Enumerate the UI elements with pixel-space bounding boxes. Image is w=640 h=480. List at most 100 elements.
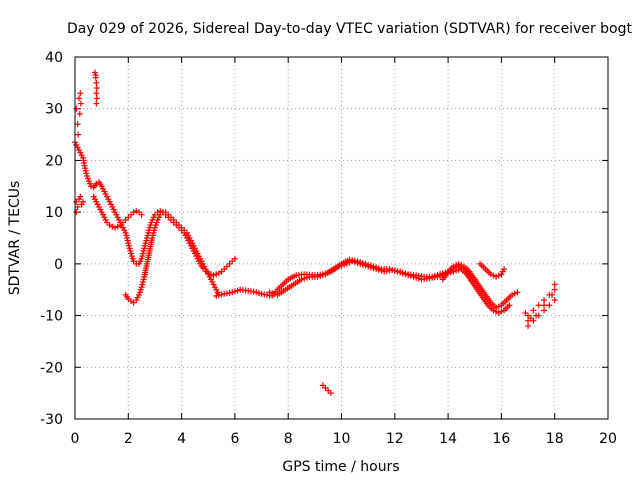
data-point	[218, 291, 225, 298]
data-point	[407, 272, 414, 279]
data-point	[93, 95, 100, 102]
data-point	[453, 267, 460, 274]
data-point	[303, 274, 310, 281]
x-tick-label: 10	[333, 431, 351, 447]
data-point	[533, 312, 540, 319]
x-tick-label: 6	[230, 431, 239, 447]
data-point	[493, 273, 500, 280]
data-point	[255, 290, 262, 297]
data-point	[74, 203, 81, 210]
data-point	[506, 302, 513, 309]
data-point	[386, 266, 393, 273]
data-point	[73, 105, 80, 112]
y-tick-labels: -30 -20 -10 0 10 20 30 40	[40, 50, 63, 428]
data-point	[511, 290, 518, 297]
data-point	[77, 90, 84, 97]
data-point	[76, 110, 83, 117]
x-tick-label: 14	[439, 431, 457, 447]
data-point	[357, 259, 364, 266]
data-point	[215, 292, 222, 299]
data-point	[73, 209, 80, 216]
y-tick-label: 10	[45, 205, 63, 221]
data-point	[397, 269, 404, 276]
data-points	[72, 69, 558, 397]
data-point	[74, 121, 81, 128]
data-point	[87, 183, 94, 190]
data-point	[450, 263, 457, 270]
data-point	[79, 198, 86, 205]
data-point	[546, 302, 553, 309]
data-point	[490, 307, 497, 314]
data-point	[109, 223, 116, 230]
data-point	[402, 271, 409, 278]
plot-frame	[74, 56, 609, 420]
data-point	[541, 307, 548, 314]
data-point	[458, 262, 465, 269]
data-point	[213, 271, 220, 278]
data-point	[93, 79, 100, 86]
data-point	[525, 322, 532, 329]
data-point	[327, 390, 334, 397]
data-point	[138, 211, 145, 218]
data-point	[75, 131, 82, 138]
data-point	[319, 272, 326, 279]
x-tick-label: 4	[177, 431, 186, 447]
data-point	[541, 297, 548, 304]
data-point	[501, 266, 508, 273]
chart-title: Day 029 of 2026, Sidereal Day-to-day VTE…	[67, 21, 633, 37]
data-point	[471, 276, 478, 283]
data-point	[437, 272, 444, 279]
y-tick-label: 40	[45, 50, 63, 66]
data-point	[522, 309, 529, 316]
y-tick-label: 30	[45, 102, 63, 118]
data-point	[527, 315, 534, 322]
data-point	[399, 270, 406, 277]
data-point	[210, 272, 217, 279]
data-point	[231, 255, 238, 262]
data-point	[298, 276, 305, 283]
data-point	[359, 259, 366, 266]
data-point	[75, 95, 82, 102]
data-point	[455, 260, 462, 267]
data-point	[498, 308, 505, 315]
data-point	[367, 262, 374, 269]
x-tick-labels: 0 2 4 6 8 10 12 14 16 18 20	[71, 431, 617, 447]
data-point	[354, 258, 361, 265]
data-point	[213, 292, 220, 299]
x-axis-label: GPS time / hours	[282, 459, 399, 475]
data-point	[495, 303, 502, 310]
data-point	[373, 264, 380, 271]
data-point	[551, 286, 558, 293]
data-point	[317, 272, 324, 279]
x-tick-label: 18	[546, 431, 564, 447]
data-point	[389, 266, 396, 273]
x-tick-label: 0	[71, 431, 80, 447]
data-point	[92, 72, 99, 79]
y-axis-label: SDTVAR / TECUs	[7, 181, 23, 296]
data-point	[314, 273, 321, 280]
data-point	[93, 100, 100, 107]
data-point	[530, 307, 537, 314]
data-point	[405, 272, 412, 279]
data-point	[301, 275, 308, 282]
data-point	[93, 90, 100, 97]
data-point	[365, 261, 372, 268]
data-point	[229, 289, 236, 296]
data-point	[133, 208, 140, 215]
data-point	[362, 260, 369, 267]
data-point	[375, 265, 382, 272]
data-point	[453, 262, 460, 269]
data-point	[234, 287, 241, 294]
data-point	[415, 275, 422, 282]
x-tick-label: 2	[124, 431, 133, 447]
data-point	[93, 85, 100, 92]
x-tick-label: 8	[284, 431, 293, 447]
data-point	[394, 268, 401, 275]
data-point	[413, 274, 420, 281]
data-point	[266, 289, 273, 296]
data-point	[77, 193, 84, 200]
data-point	[509, 291, 516, 298]
data-point	[490, 272, 497, 279]
data-point	[391, 267, 398, 274]
